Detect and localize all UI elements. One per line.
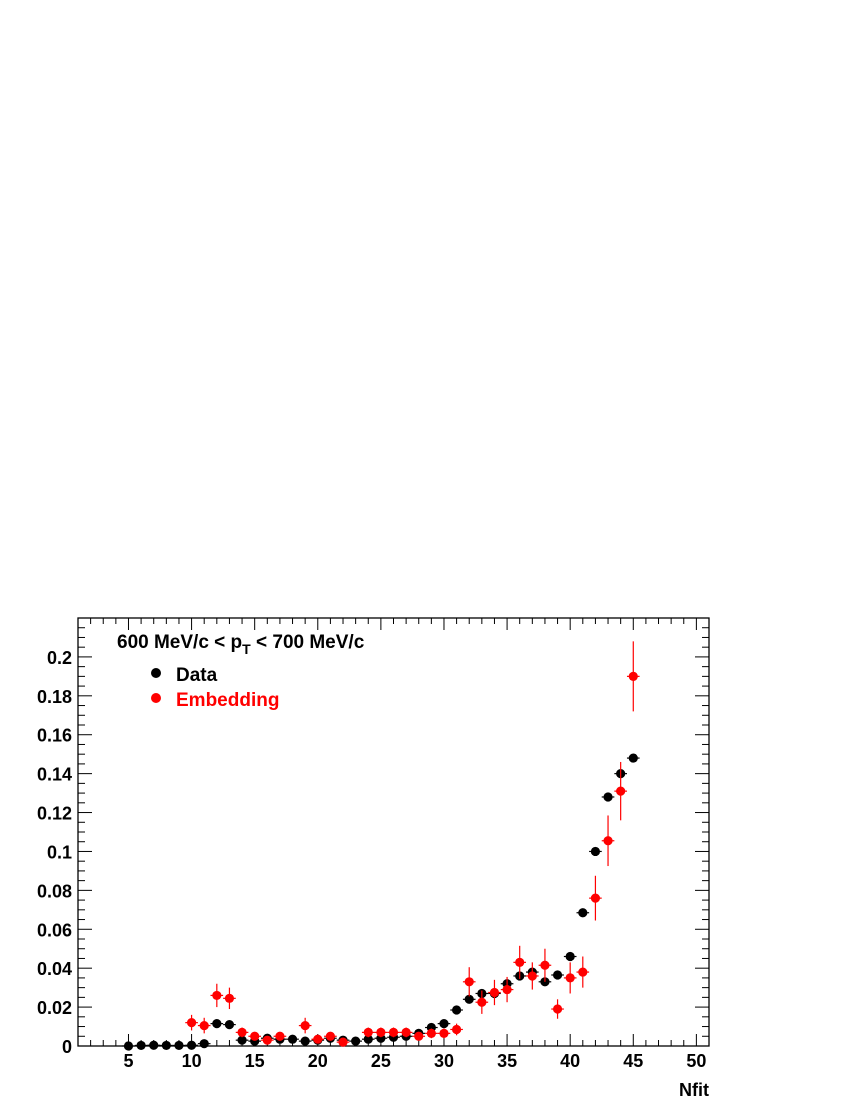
data-point xyxy=(628,671,638,681)
chart-title-main: 600 MeV/c < p xyxy=(117,632,242,653)
data-point xyxy=(325,1031,335,1041)
data-point xyxy=(300,1036,310,1046)
plot-frame xyxy=(77,617,710,1047)
y-tick-label: 0.16 xyxy=(37,726,72,746)
y-tick-label: 0.04 xyxy=(37,959,72,979)
x-tick-label: 10 xyxy=(182,1051,202,1071)
data-point xyxy=(590,846,601,857)
legend-marker-embedding xyxy=(151,693,161,703)
data-point xyxy=(464,994,474,1004)
data-point xyxy=(590,893,601,903)
series-embedding xyxy=(185,641,640,1047)
data-point xyxy=(603,836,613,846)
data-point xyxy=(237,1035,247,1045)
x-tick-label: 25 xyxy=(371,1051,391,1071)
data-point xyxy=(212,1019,222,1029)
y-tick-label: 0.2 xyxy=(47,648,72,668)
series-data xyxy=(122,753,640,1051)
data-point xyxy=(338,1037,348,1047)
data-point xyxy=(452,1024,462,1035)
x-tick-label: 15 xyxy=(245,1051,265,1071)
legend-label-embedding: Embedding xyxy=(176,690,279,711)
data-point xyxy=(313,1034,323,1044)
data-point xyxy=(565,951,575,962)
y-tick-label: 0.02 xyxy=(37,998,72,1018)
data-point xyxy=(174,1040,184,1051)
x-tick-label: 20 xyxy=(308,1051,328,1071)
data-point xyxy=(199,1020,209,1031)
x-axis-title: Nfit xyxy=(679,1080,709,1100)
data-point xyxy=(287,1034,298,1044)
data-point xyxy=(199,1039,209,1049)
chart-title-suffix: < 700 MeV/c xyxy=(251,632,365,653)
chart-title-subscript: T xyxy=(242,641,251,657)
y-tick-label: 0.12 xyxy=(37,804,72,824)
data-point xyxy=(565,973,575,983)
axis-ticks xyxy=(77,617,710,1047)
data-point xyxy=(616,786,626,796)
data-point xyxy=(439,1028,449,1038)
legend: Data Embedding xyxy=(151,665,279,711)
data-point xyxy=(186,1040,197,1050)
x-tick-label: 5 xyxy=(123,1051,133,1071)
y-tick-label: 0.08 xyxy=(37,881,72,901)
data-point xyxy=(489,987,500,998)
data-point xyxy=(578,908,588,918)
data-point xyxy=(628,753,638,763)
legend-marker-data xyxy=(151,668,161,678)
data-points xyxy=(122,641,640,1051)
data-point xyxy=(363,1027,373,1037)
y-tick-label: 0.18 xyxy=(37,687,72,707)
data-point xyxy=(363,1034,373,1044)
data-point xyxy=(552,1004,563,1014)
data-point xyxy=(237,1027,247,1037)
data-point xyxy=(426,1028,436,1038)
y-tick-label: 0.06 xyxy=(37,920,72,940)
data-point xyxy=(275,1031,285,1041)
data-point xyxy=(136,1040,146,1051)
data-point xyxy=(540,977,550,987)
data-point xyxy=(578,967,588,977)
data-point xyxy=(300,1020,310,1031)
chart-title: 600 MeV/c < pT < 700 MeV/c xyxy=(117,632,365,657)
data-point xyxy=(414,1031,424,1041)
data-point xyxy=(527,971,537,981)
data-point xyxy=(439,1019,449,1029)
data-point xyxy=(149,1040,159,1050)
x-tick-label: 30 xyxy=(434,1051,454,1071)
data-point xyxy=(224,993,235,1003)
data-point xyxy=(477,997,487,1007)
y-tick-label: 0.14 xyxy=(37,765,72,785)
data-point xyxy=(388,1027,399,1037)
data-point xyxy=(262,1035,272,1045)
data-point xyxy=(540,960,550,970)
data-point xyxy=(123,1041,134,1051)
y-tick-label: 0 xyxy=(62,1037,72,1057)
data-point xyxy=(502,984,512,995)
data-point xyxy=(224,1020,235,1030)
axis-tick-labels: 5 10 15 20 25 30 35 40 45 50 0 0.02 0.04 0.06 0.08 0.1 0… xyxy=(37,648,706,1071)
x-tick-label: 45 xyxy=(623,1051,643,1071)
data-point xyxy=(161,1040,171,1051)
x-tick-label: 35 xyxy=(497,1051,517,1071)
legend-label-data: Data xyxy=(176,665,218,686)
y-tick-label: 0.1 xyxy=(47,842,72,862)
data-point xyxy=(351,1036,361,1046)
data-point xyxy=(250,1031,260,1041)
x-tick-label: 50 xyxy=(686,1051,706,1071)
data-point xyxy=(603,792,613,802)
data-point xyxy=(552,970,563,980)
x-tick-label: 40 xyxy=(560,1051,580,1071)
data-point xyxy=(452,1005,462,1015)
data-point xyxy=(212,990,222,1001)
data-point xyxy=(376,1027,386,1037)
data-point xyxy=(515,957,525,967)
data-point xyxy=(401,1027,411,1037)
data-point xyxy=(464,977,474,987)
data-point xyxy=(186,1018,197,1028)
